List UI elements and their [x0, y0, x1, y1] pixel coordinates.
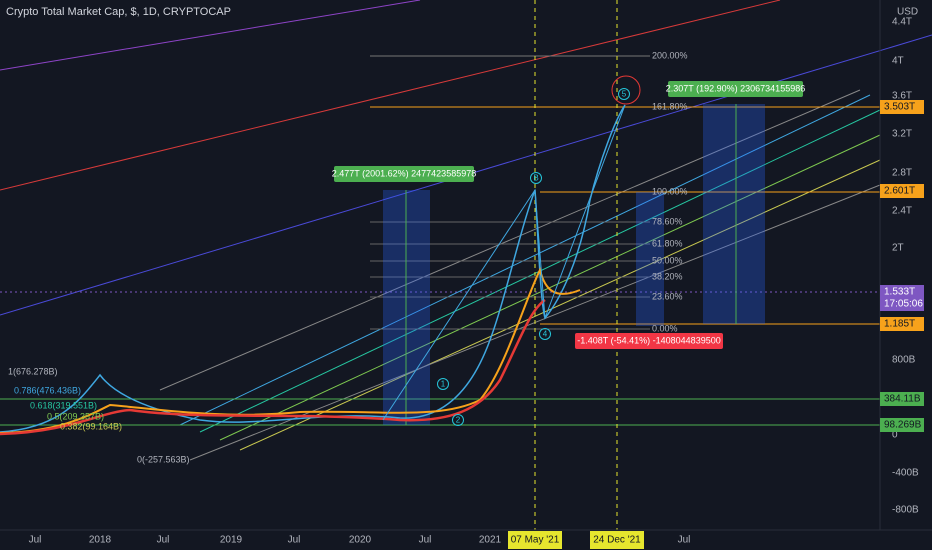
- wave-marker: [437, 378, 449, 390]
- wave-label: 1: [441, 380, 446, 389]
- measure-box: [334, 166, 474, 182]
- price-tag: [880, 285, 924, 311]
- chart-title: Crypto Total Market Cap, $, 1D, CRYPTOCA…: [6, 6, 231, 18]
- price-tag-timer: 17:05:06: [884, 299, 923, 310]
- x-tick-label: 2019: [220, 535, 243, 546]
- y-tick-label: 0: [892, 430, 898, 441]
- channel-lines: [0, 0, 932, 530]
- y-tick-label: 800B: [892, 355, 916, 366]
- fib-label: 61.80%: [652, 238, 683, 248]
- y-tick-label: 2T: [892, 243, 904, 254]
- x-tick-label: Jul: [288, 535, 301, 546]
- price-tag: [880, 100, 924, 114]
- x-tick-label: 2018: [89, 535, 112, 546]
- fib-label: 23.60%: [652, 291, 683, 301]
- measure-label: 2.477T (2001.62%) 2477423585978: [332, 168, 476, 178]
- y-tick-label: 3.6T: [892, 91, 912, 102]
- wave-marker: [452, 414, 464, 426]
- wave-label: B: [533, 174, 538, 183]
- wave-marker: [530, 172, 542, 184]
- price-tag-label: 1.533T: [884, 287, 915, 298]
- price-tag: [880, 392, 924, 406]
- price-tag-label: 1.185T: [884, 319, 915, 330]
- date-tag: [508, 531, 562, 549]
- y-tick-label: 2.4T: [892, 206, 912, 217]
- price-tag-label: 2.601T: [884, 186, 915, 197]
- fib-label: 0.618(319.551B): [30, 400, 97, 410]
- y-tick-label: 4.4T: [892, 17, 912, 28]
- x-tick-label: Jul: [678, 535, 691, 546]
- fib-label: 0.382(99.164B): [60, 421, 122, 431]
- fib-label: 0(-257.563B): [137, 454, 190, 464]
- y-tick-label: 2.8T: [892, 168, 912, 179]
- fib-label: 38.20%: [652, 271, 683, 281]
- fib-label: 78.60%: [652, 216, 683, 226]
- fib-label: 1(676.278B): [8, 366, 58, 376]
- wave-label: 4: [543, 330, 548, 339]
- price-tag-label: 3.503T: [884, 102, 915, 113]
- fib-label: 50.00%: [652, 255, 683, 265]
- measure-boxes: [383, 104, 765, 425]
- wave-label: 2: [456, 416, 461, 425]
- y-tick-label: 4T: [892, 56, 904, 67]
- fib-label: 0.00%: [652, 323, 678, 333]
- price-tag-label: 98.269B: [884, 420, 922, 431]
- price-tag: [880, 317, 924, 331]
- date-tag-label: 07 May '21: [511, 535, 560, 546]
- x-tick-label: Jul: [419, 535, 432, 546]
- fib-label: 200.00%: [652, 50, 688, 60]
- y-tick-label: -800B: [892, 505, 919, 516]
- price-tag: [880, 184, 924, 198]
- fib-label: 0.786(476.436B): [14, 385, 81, 395]
- y-axis-unit: USD: [897, 7, 918, 18]
- x-tick-label: 2021: [479, 535, 502, 546]
- measure-label: -1.408T (-54.41%) -1408044839500: [577, 335, 720, 345]
- price-tag-label: 384.11B: [884, 394, 921, 405]
- wave-marker: [539, 328, 551, 340]
- wave-label: 5: [622, 90, 627, 99]
- date-tag-label: 24 Dec '21: [593, 535, 641, 546]
- fib-label: 161.80%: [652, 101, 688, 111]
- x-tick-label: Jul: [29, 535, 42, 546]
- date-tag: [590, 531, 644, 549]
- price-curves: [0, 75, 641, 436]
- fib-label: 100.00%: [652, 186, 688, 196]
- x-tick-label: 2020: [349, 535, 372, 546]
- wave-marker: [618, 88, 630, 100]
- y-tick-label: -400B: [892, 468, 919, 479]
- measure-box: [668, 81, 803, 97]
- measure-label: 2.307T (192.90%) 2306734155986: [666, 83, 805, 93]
- y-tick-label: 3.2T: [892, 129, 912, 140]
- fib-label: 0.5(209.357B): [47, 411, 104, 421]
- price-tag: [880, 418, 924, 432]
- x-tick-label: Jul: [157, 535, 170, 546]
- measure-box: [575, 333, 723, 349]
